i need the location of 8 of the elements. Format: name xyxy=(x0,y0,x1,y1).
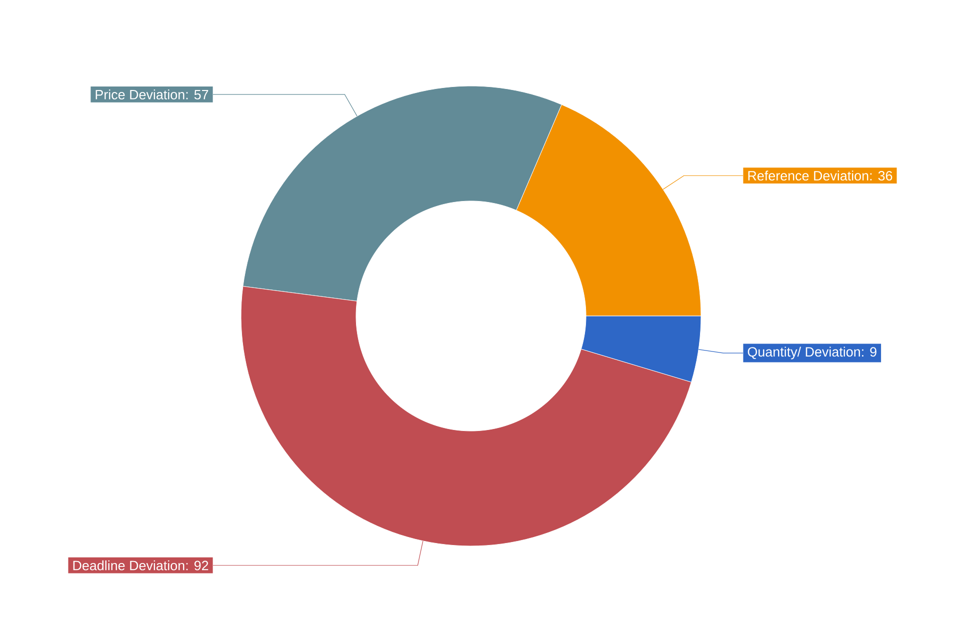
data-label: : 36 xyxy=(870,171,892,181)
data-label: : 92 xyxy=(186,560,208,570)
slice-label: Deadline Deviation xyxy=(73,560,184,570)
slice-label: Quantity/ Deviation xyxy=(748,346,860,360)
data-label: : 9 xyxy=(862,347,876,357)
data-label: : 57 xyxy=(186,90,208,100)
slice-label: Price Deviation xyxy=(96,90,184,100)
slice-label: Reference Deviation xyxy=(748,170,868,181)
